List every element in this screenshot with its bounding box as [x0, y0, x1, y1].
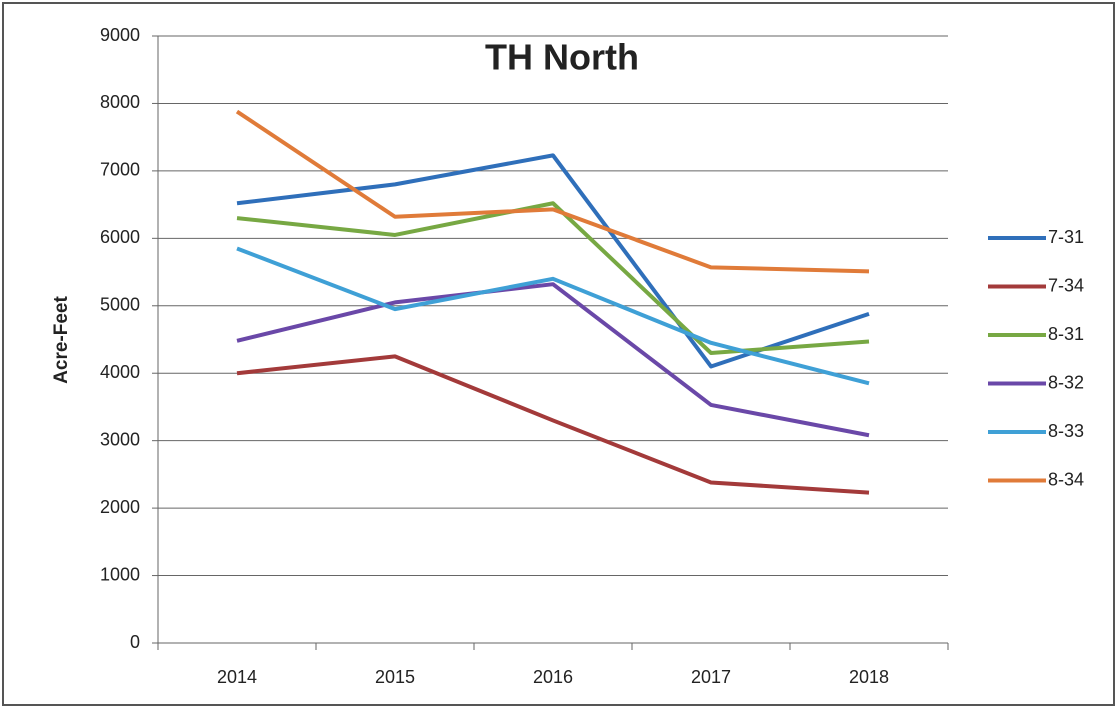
y-tick-label: 7000 — [100, 160, 140, 180]
y-axis-label: Acre-Feet — [51, 296, 72, 384]
y-tick-label: 4000 — [100, 362, 140, 382]
chart-title: TH North — [485, 37, 639, 78]
series-line — [236, 246, 870, 386]
y-tick-label: 0 — [130, 632, 140, 652]
x-tick-label: 2014 — [217, 667, 257, 687]
x-tick-label: 2015 — [375, 667, 415, 687]
legend-label: 7-31 — [1048, 227, 1084, 247]
legend-label: 8-31 — [1048, 324, 1084, 344]
y-tick-label: 1000 — [100, 564, 140, 584]
series-line — [236, 201, 870, 355]
series-line — [236, 153, 870, 369]
legend-label: 8-33 — [1048, 421, 1084, 441]
y-tick-label: 8000 — [100, 92, 140, 112]
x-tick-label: 2017 — [691, 667, 731, 687]
y-tick-label: 6000 — [100, 227, 140, 247]
legend-label: 8-32 — [1048, 372, 1084, 392]
y-tick-label: 2000 — [100, 497, 140, 517]
y-tick-label: 3000 — [100, 429, 140, 449]
y-tick-label: 9000 — [100, 25, 140, 45]
y-tick-label: 5000 — [100, 295, 140, 315]
series-line — [236, 354, 870, 495]
legend-label: 7-34 — [1048, 275, 1084, 295]
series-line — [235, 109, 870, 274]
series-line — [236, 282, 870, 438]
x-tick-label: 2016 — [533, 667, 573, 687]
x-tick-label: 2018 — [849, 667, 889, 687]
legend-label: 8-34 — [1048, 469, 1084, 489]
